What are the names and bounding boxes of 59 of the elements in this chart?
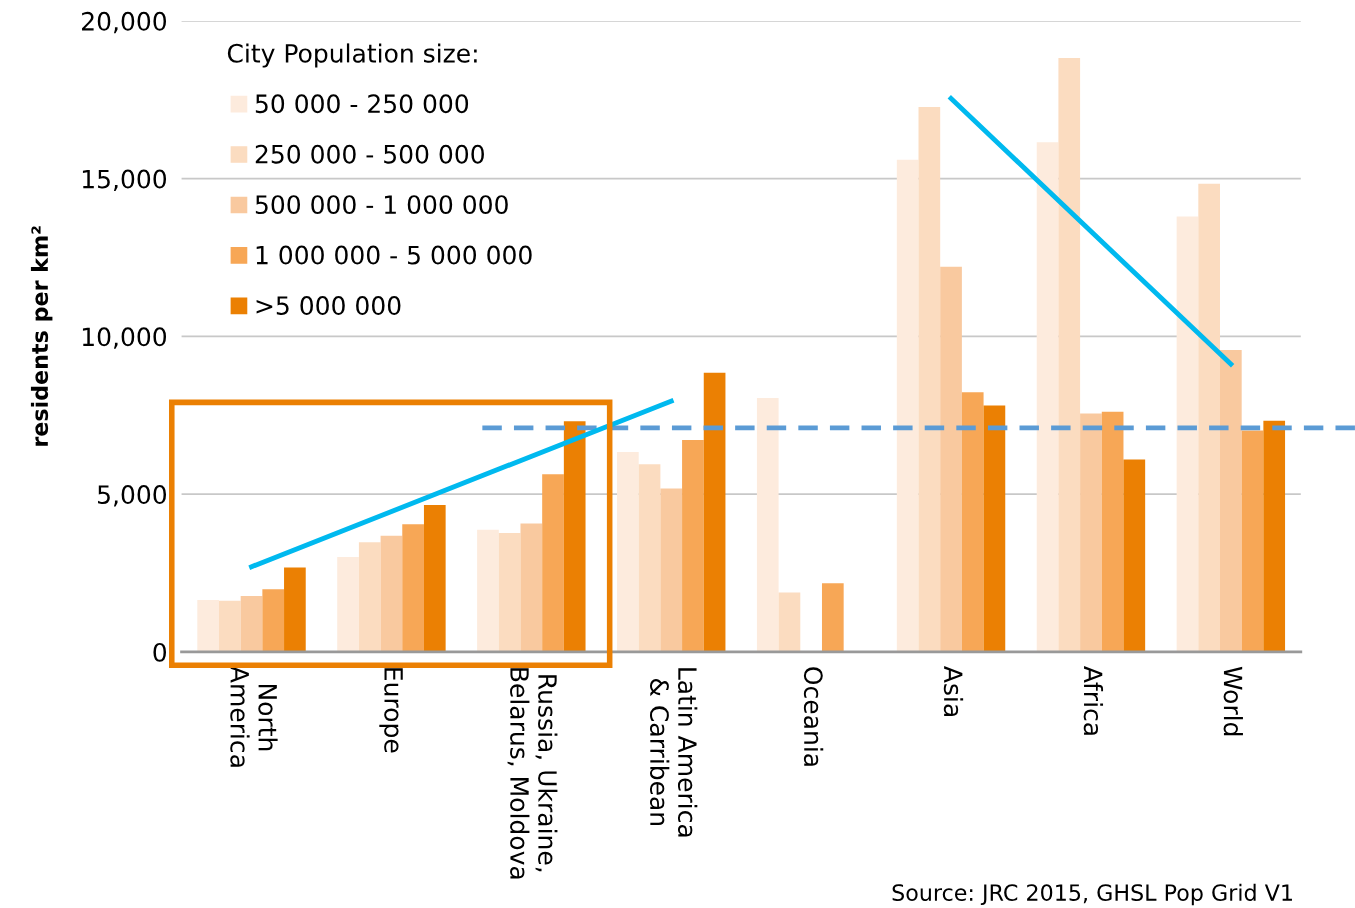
bar xyxy=(477,529,499,652)
legend-label: 250 000 - 500 000 xyxy=(255,144,484,164)
x-tick-label: North America xyxy=(230,666,278,767)
x-tick-label: Latin America & Carribean xyxy=(649,668,698,837)
bar xyxy=(498,532,521,652)
x-tick-label: Europe xyxy=(379,668,403,753)
bar xyxy=(778,592,801,652)
bar xyxy=(402,524,424,652)
x-tick-label: Oceania xyxy=(803,667,824,766)
bar xyxy=(218,600,241,652)
bar xyxy=(1080,413,1102,652)
bar xyxy=(423,504,446,652)
bar xyxy=(1101,411,1124,652)
y-tick-label: 20,000 xyxy=(82,11,167,34)
y-tick-label: 5,000 xyxy=(98,485,167,507)
legend-label: 50 000 - 250 000 xyxy=(255,94,469,114)
legend-label: 500 000 - 1 000 000 xyxy=(255,195,508,215)
y-tick-label: 0 xyxy=(153,642,167,662)
bar xyxy=(197,599,219,652)
bar xyxy=(358,542,381,652)
bar xyxy=(918,107,941,652)
bar xyxy=(262,589,285,652)
bar xyxy=(1058,58,1081,652)
bar xyxy=(337,556,359,652)
legend-title: City Population size: xyxy=(227,43,477,68)
bar xyxy=(756,397,779,652)
bar xyxy=(660,488,683,652)
bar xyxy=(542,474,564,652)
x-tick-label: Africa xyxy=(1083,666,1104,735)
source-note: Source: JRC 2015, GHSL Pop Grid V1 xyxy=(892,883,1292,906)
bar xyxy=(703,372,726,652)
bar xyxy=(563,421,586,652)
bar xyxy=(983,405,1006,652)
bar xyxy=(1263,420,1286,652)
bar xyxy=(1036,142,1059,652)
bar xyxy=(1176,216,1199,652)
bar xyxy=(638,464,661,652)
bar xyxy=(940,266,962,652)
bar xyxy=(1123,459,1146,652)
bar xyxy=(617,451,639,652)
bar xyxy=(1198,183,1221,652)
y-tick-label: 10,000 xyxy=(82,327,167,349)
x-tick-label: Asia xyxy=(943,666,964,716)
bar xyxy=(682,439,704,652)
y-tick-label: 15,000 xyxy=(82,169,167,192)
bar xyxy=(380,535,403,652)
bar xyxy=(1241,430,1264,652)
legend-label: >5 000 000 xyxy=(256,296,401,315)
legend-label: 1 000 000 - 5 000 000 xyxy=(256,245,532,265)
bar xyxy=(240,596,263,652)
bar xyxy=(1220,349,1242,652)
x-tick-label: World xyxy=(1223,666,1243,736)
bar xyxy=(284,567,306,652)
x-tick-label: Russia, Ukraine, Belarus, Moldova xyxy=(507,668,558,879)
y-axis-title: residents per km² xyxy=(30,226,53,446)
bar xyxy=(896,159,919,652)
bar xyxy=(961,392,984,652)
bar xyxy=(520,523,543,652)
bar xyxy=(821,583,844,652)
